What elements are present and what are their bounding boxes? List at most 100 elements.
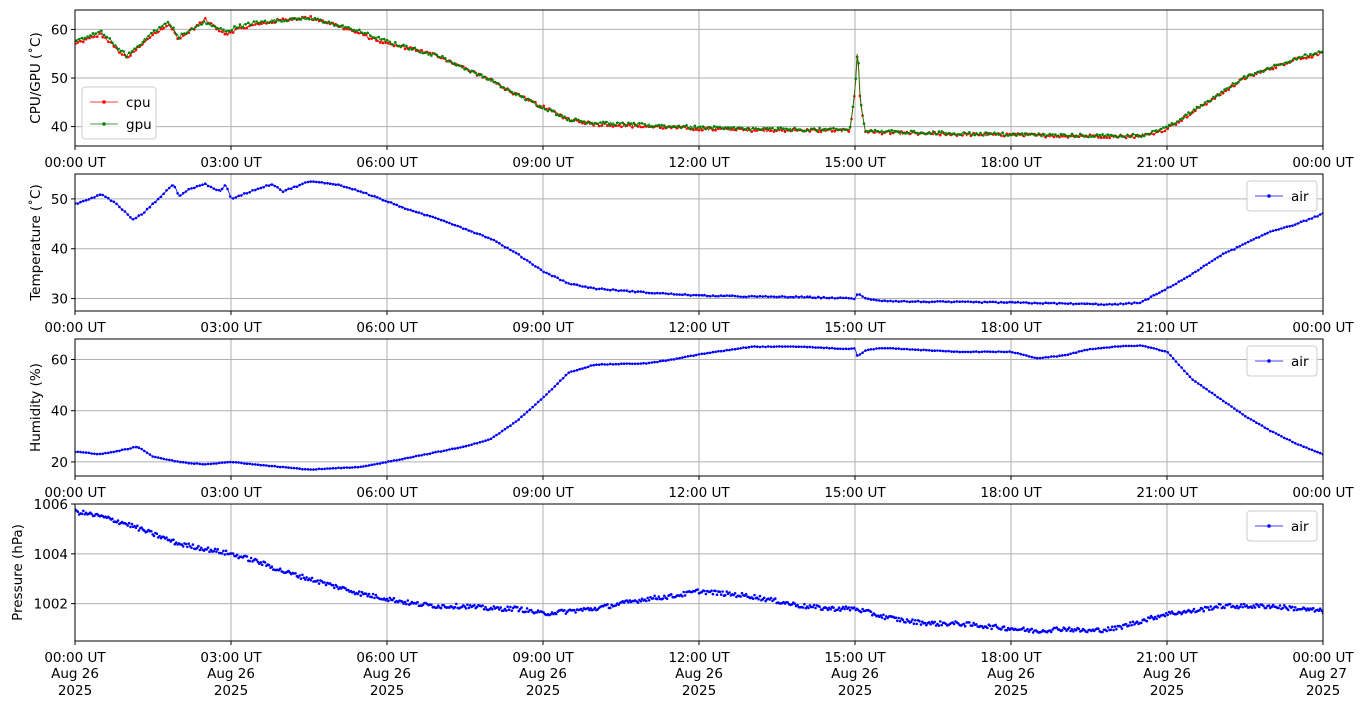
data-point [1120, 627, 1124, 630]
data-point [933, 349, 936, 353]
data-point [1127, 301, 1131, 305]
data-point [91, 32, 95, 35]
data-point [313, 16, 317, 20]
data-point [872, 348, 875, 351]
data-point [609, 606, 612, 610]
data-point [1318, 213, 1322, 216]
data-point [1257, 605, 1261, 609]
data-point [614, 604, 618, 607]
data-point [801, 129, 805, 133]
data-point [528, 408, 532, 412]
data-point [346, 25, 350, 29]
data-point [1208, 261, 1211, 265]
data-point [352, 28, 356, 32]
data-point [1233, 84, 1236, 88]
data-point [1163, 349, 1167, 353]
data-point [830, 130, 834, 133]
data-point [1127, 624, 1131, 627]
data-point [817, 346, 820, 349]
data-point [82, 199, 85, 203]
data-point [202, 20, 206, 23]
data-point [363, 32, 367, 35]
data-point [1131, 132, 1135, 136]
data-point [317, 582, 321, 585]
data-point [1260, 424, 1264, 427]
data-point [303, 181, 307, 184]
data-point [618, 122, 622, 125]
data-point [1025, 354, 1028, 357]
data-point [150, 529, 153, 533]
data-point [859, 103, 863, 107]
data-point [455, 64, 458, 67]
data-point [564, 281, 568, 284]
data-point [966, 350, 970, 354]
data-point [1170, 122, 1174, 125]
data-point [973, 133, 977, 137]
data-point [663, 124, 666, 127]
data-point [778, 295, 781, 299]
data-point [839, 347, 842, 351]
data-point [823, 127, 827, 131]
data-point [301, 468, 304, 471]
data-point [1296, 443, 1300, 446]
data-point [729, 126, 733, 130]
data-point [1288, 225, 1291, 228]
data-point [844, 347, 848, 351]
data-point [1122, 344, 1125, 348]
data-point [1318, 607, 1322, 610]
data-point [1140, 135, 1143, 139]
data-point [645, 291, 648, 295]
data-point [1105, 136, 1108, 139]
data-point [1294, 606, 1297, 609]
data-point [231, 197, 235, 200]
data-point [821, 608, 824, 611]
data-point [1249, 239, 1253, 242]
data-point [172, 538, 175, 541]
data-point [98, 452, 102, 456]
data-point [536, 400, 540, 404]
data-point [901, 618, 905, 622]
data-point [1022, 353, 1025, 357]
data-point [614, 288, 618, 292]
data-point [880, 347, 884, 350]
data-point [678, 356, 681, 360]
data-point [373, 596, 376, 600]
data-point [1185, 116, 1189, 119]
data-point [1055, 355, 1059, 358]
data-point [972, 621, 975, 625]
data-point [1102, 303, 1106, 307]
data-point [475, 442, 479, 445]
data-point [1239, 78, 1243, 81]
data-point [517, 609, 520, 613]
data-point [1166, 286, 1169, 289]
data-point [502, 609, 505, 612]
data-point [312, 468, 315, 471]
data-point [829, 607, 832, 611]
data-point [467, 229, 471, 232]
x-tick-label: 00:00 UT [1292, 155, 1354, 171]
data-point [908, 348, 912, 351]
data-point [742, 295, 745, 299]
data-point [223, 553, 227, 556]
data-point [1239, 603, 1243, 606]
data-point [1108, 302, 1111, 306]
data-point [500, 244, 504, 247]
data-point [1124, 302, 1128, 305]
data-point [1000, 300, 1003, 304]
data-point [1131, 620, 1135, 623]
data-point [836, 608, 839, 612]
data-point [1220, 90, 1224, 94]
data-point [713, 125, 716, 128]
data-point [1217, 94, 1221, 97]
data-point [259, 186, 263, 190]
data-point [952, 622, 956, 626]
data-point [1241, 413, 1244, 416]
data-point [1166, 351, 1169, 354]
data-point [315, 180, 318, 184]
data-point [914, 300, 917, 303]
data-point [994, 350, 997, 354]
data-point [358, 28, 361, 32]
data-point [1040, 134, 1043, 138]
data-point [220, 461, 224, 464]
data-point [793, 126, 796, 130]
